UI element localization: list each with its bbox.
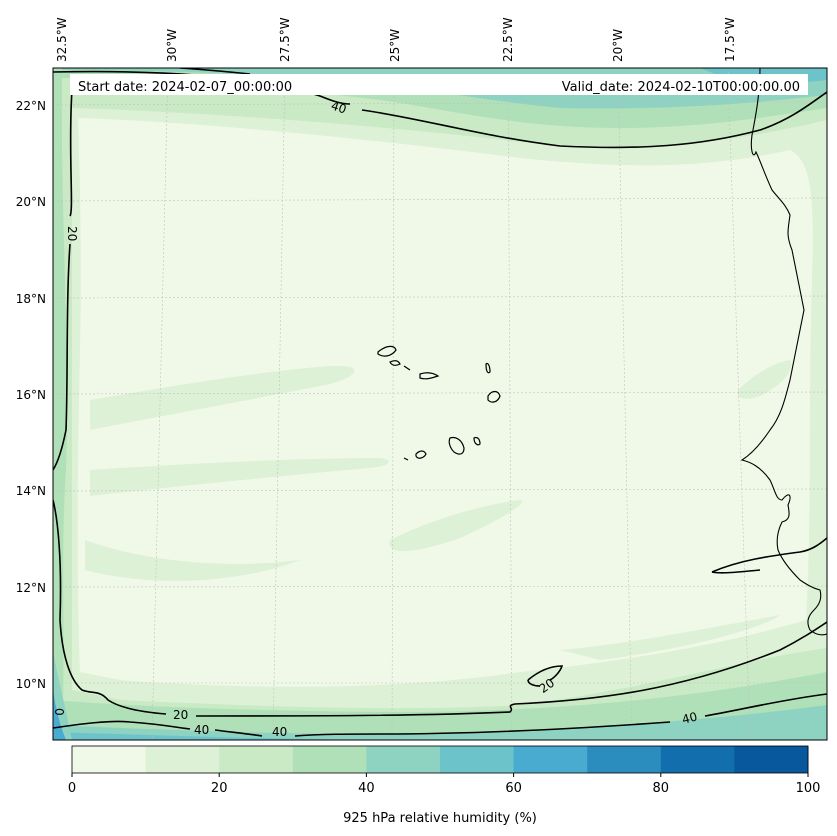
colorbar-frame: [71, 745, 809, 774]
colorbar-tick-label: 60: [505, 781, 522, 796]
lon-tick: 25°W: [388, 29, 402, 62]
colorbar-cell: [734, 746, 809, 773]
colorbar-tick-label: 0: [68, 781, 76, 796]
contour-20-coast: [711, 537, 827, 573]
contour-20-bottom: [195, 621, 827, 717]
contour-20-left: [53, 89, 73, 471]
lon-tick: 30°W: [165, 29, 179, 62]
map-panel: Start date: 2024-02-07_00:00:00 Valid_da…: [52, 67, 828, 741]
colorbar-tick-label: 40: [358, 781, 375, 796]
colorbar-cell: [72, 746, 147, 773]
colorbar-label: 925 hPa relative humidity (%): [343, 811, 537, 826]
colorbar-cell: [366, 746, 441, 773]
latitude-ticks: 22°N 20°N 18°N 16°N 14°N 12°N 10°N: [16, 99, 46, 691]
colorbar: 0 20 40 60 80 100 925 hPa relative humidity (…: [68, 745, 821, 826]
contour-label: 40: [329, 99, 348, 117]
lon-tick: 20°W: [611, 29, 625, 62]
lon-tick: 32.5°W: [55, 17, 69, 62]
contour-20-islet: [527, 665, 564, 687]
lat-tick: 18°N: [16, 292, 46, 306]
lat-tick: 20°N: [16, 195, 46, 209]
contour-labels: 40 20 20 40 40 20 40 0: [52, 99, 699, 739]
contour-label: 40: [194, 723, 209, 737]
cape-verde-islands: [377, 345, 501, 461]
contour-40-bottom: [53, 693, 827, 737]
colorbar-cell: [292, 746, 367, 773]
lon-tick: 17.5°W: [723, 17, 737, 62]
header-bar: [70, 74, 808, 95]
valid-date-label: Valid_date: 2024-02-10T00:00:00.00: [562, 80, 800, 95]
graticule: [53, 68, 827, 740]
lat-tick: 14°N: [16, 484, 46, 498]
lat-tick: 22°N: [16, 99, 46, 113]
start-date-label: Start date: 2024-02-07_00:00:00: [78, 80, 292, 95]
colorbar-tick-label: 80: [653, 781, 670, 796]
contour-20-coast2: [711, 569, 761, 574]
contour-label: 40: [681, 709, 699, 726]
colorbar-ticks: 0 20 40 60 80 100: [68, 773, 821, 796]
colorbar-tick-label: 100: [796, 781, 821, 796]
colorbar-cell: [513, 746, 588, 773]
contour-label: 20: [65, 226, 79, 241]
lat-tick: 12°N: [16, 581, 46, 595]
lat-tick: 10°N: [16, 677, 46, 691]
colorbar-cell: [660, 746, 735, 773]
lon-tick: 22.5°W: [501, 17, 515, 62]
map-frame: [52, 67, 828, 741]
contour-label: 0: [52, 708, 66, 716]
colorbar-cell: [219, 746, 294, 773]
colorbar-tick-label: 20: [211, 781, 228, 796]
colorbar-cells: [72, 746, 809, 773]
africa-coastline: [740, 68, 827, 636]
contour-label: 40: [272, 725, 287, 739]
contour-40-top2: [179, 68, 251, 75]
colorbar-cell: [587, 746, 662, 773]
longitude-ticks: 32.5°W 30°W 27.5°W 25°W 22.5°W 20°W 17.5…: [55, 17, 737, 62]
colorbar-cell: [440, 746, 515, 773]
lat-tick: 16°N: [16, 388, 46, 402]
contours: [53, 68, 827, 737]
lon-tick: 27.5°W: [278, 17, 292, 62]
contour-20-left2: [53, 499, 167, 715]
humidity-field: [53, 68, 827, 740]
colorbar-cell: [145, 746, 220, 773]
contour-label: 20: [173, 708, 188, 722]
